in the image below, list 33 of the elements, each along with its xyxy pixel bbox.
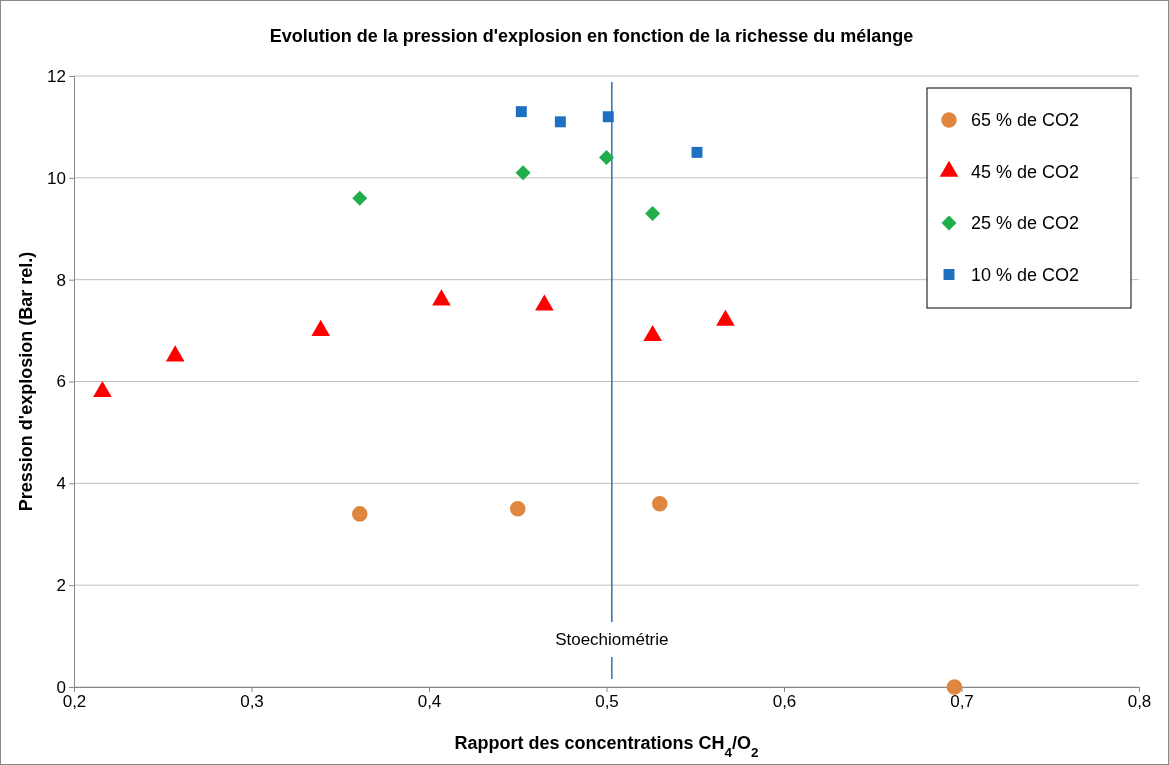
point: [509, 501, 526, 517]
x-tick-label: 0,3: [240, 692, 264, 712]
point: [645, 205, 661, 221]
x-tick-label: 0,4: [417, 692, 442, 712]
y-axis-title: Pression d'explosion (Bar rel.): [16, 251, 36, 512]
point: [946, 679, 963, 695]
point: [602, 111, 614, 123]
x-tick-label: 0,2: [62, 692, 87, 712]
x-tick-label: 0,8: [1127, 692, 1152, 712]
x-tick-label: 0,5: [595, 692, 619, 712]
point: [352, 190, 368, 206]
point: [515, 106, 527, 118]
point: [352, 506, 368, 522]
y-tick-label: 6: [56, 372, 66, 392]
y-tick-label: 12: [47, 66, 66, 86]
point: [515, 165, 531, 181]
y-tick-label: 10: [47, 168, 66, 188]
point: [554, 116, 566, 128]
legend-label: 25 % de CO2: [971, 213, 1080, 233]
x-tick-label: 0,7: [950, 692, 974, 712]
x-axis-title: Rapport des concentrations CH$_{4}$/O$_{2}$: [454, 733, 759, 760]
y-tick-label: 2: [56, 576, 66, 596]
point: [599, 149, 614, 165]
chart-title: Evolution de la pression d'explosion en fonction de la richesse du mélange: [269, 26, 914, 46]
point: [691, 146, 703, 158]
y-tick-label: 4: [56, 474, 66, 494]
legend-label: 10 % de CO2: [971, 264, 1080, 285]
y-tick-label: 8: [56, 270, 66, 290]
point: [651, 495, 668, 512]
x-tick-label: 0,6: [772, 692, 797, 712]
legend-label: 65 % de CO2: [971, 110, 1080, 130]
legend-label: 45 % de CO2: [971, 161, 1080, 182]
ref-line-label: Stoechiométrie: [555, 630, 669, 649]
